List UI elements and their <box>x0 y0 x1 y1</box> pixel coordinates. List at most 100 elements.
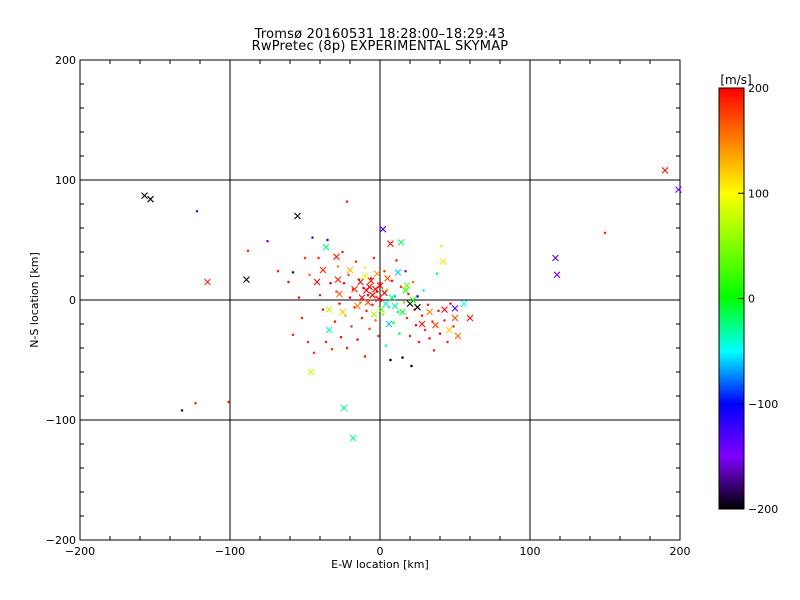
data-point-small <box>395 259 398 262</box>
data-point-small <box>440 244 443 248</box>
data-point <box>349 434 357 442</box>
data-point-small <box>348 296 352 299</box>
data-point-small <box>404 270 407 273</box>
data-point <box>333 253 340 261</box>
data-point <box>466 314 474 322</box>
data-point <box>370 311 378 318</box>
data-point-small <box>347 273 350 276</box>
data-point-small <box>405 316 409 320</box>
data-point-small <box>396 310 400 314</box>
data-point <box>361 272 369 280</box>
data-point <box>454 332 462 340</box>
data-point <box>451 314 459 322</box>
data-point-small <box>333 320 337 323</box>
data-point <box>294 212 301 220</box>
y-tick-label: −200 <box>46 534 76 547</box>
data-point <box>445 326 453 334</box>
data-point <box>336 290 343 298</box>
data-point-small <box>227 400 230 404</box>
data-point-small <box>428 337 431 340</box>
data-point-small <box>317 256 320 260</box>
data-point-small <box>345 200 349 203</box>
data-point-small <box>330 348 334 351</box>
data-point-small <box>350 325 353 328</box>
data-point <box>418 320 426 328</box>
data-point <box>394 269 402 276</box>
colorbar-tick-label: −200 <box>748 503 778 516</box>
data-point-small <box>435 272 439 275</box>
x-tick-label: 0 <box>377 545 384 558</box>
data-point-small <box>353 306 356 309</box>
data-point-small <box>443 319 446 322</box>
data-point-small <box>389 358 392 362</box>
data-point-small <box>402 301 406 304</box>
data-point-small <box>180 409 184 412</box>
data-point <box>426 308 433 316</box>
colorbar-tick-label: 0 <box>748 293 755 306</box>
data-point <box>346 266 354 274</box>
data-point <box>378 306 385 313</box>
data-point-small <box>366 294 370 297</box>
data-point <box>387 240 394 247</box>
x-tick-label: 200 <box>670 545 691 558</box>
data-point <box>402 287 409 294</box>
data-point <box>372 285 379 293</box>
y-tick-label: 0 <box>69 294 76 307</box>
data-point-small <box>432 349 436 352</box>
data-point <box>369 291 376 299</box>
data-point <box>141 192 148 199</box>
data-point <box>307 368 315 376</box>
data-point <box>366 283 373 291</box>
data-point-small <box>410 364 413 368</box>
data-point <box>403 282 411 289</box>
data-point <box>451 305 459 312</box>
data-point-small <box>452 325 455 328</box>
data-point <box>385 320 393 328</box>
x-axis-label: E-W location [km] <box>331 558 429 571</box>
data-point <box>243 276 250 283</box>
data-point-small <box>318 294 322 297</box>
data-point-small <box>398 332 401 335</box>
data-point <box>340 404 348 412</box>
y-axis-label: N-S location [km] <box>28 252 41 348</box>
data-point-small <box>341 250 344 254</box>
data-point-small <box>363 266 367 269</box>
data-point-small <box>378 282 382 285</box>
data-point <box>319 266 327 274</box>
data-point-small <box>339 336 343 339</box>
data-point-small <box>363 355 367 358</box>
x-tick-label: −200 <box>65 545 95 558</box>
data-point <box>432 321 439 329</box>
data-point-small <box>321 308 325 311</box>
data-point-small <box>368 327 371 330</box>
data-point-small <box>417 340 421 344</box>
colorbar-tick-label: 100 <box>748 187 769 200</box>
data-point-small <box>401 356 404 359</box>
data-point-small <box>399 285 403 288</box>
data-point-small <box>438 332 442 335</box>
data-point <box>334 276 342 283</box>
data-point-small <box>195 210 199 213</box>
chart-subtitle: RwPretec (8p) EXPERIMENTAL SKYMAP <box>251 39 509 54</box>
data-point-small <box>393 295 397 298</box>
data-point-small <box>383 270 386 273</box>
data-point-small <box>384 344 388 347</box>
data-point-small <box>338 302 341 305</box>
data-point <box>322 243 330 251</box>
data-point <box>313 278 321 286</box>
data-point-small <box>372 256 376 260</box>
data-point <box>367 277 375 285</box>
data-point-small <box>300 316 304 320</box>
data-point <box>379 225 387 233</box>
colorbar-tick-label: −100 <box>748 398 778 411</box>
data-point-small <box>342 282 346 285</box>
data-point-small <box>311 236 314 239</box>
data-point <box>414 303 421 311</box>
data-point-small <box>411 280 415 284</box>
data-point <box>339 308 346 316</box>
data-point-small <box>329 282 332 285</box>
data-point-small <box>422 289 425 292</box>
data-point-small <box>291 271 295 274</box>
data-points <box>141 167 682 442</box>
data-point-small <box>194 402 197 405</box>
